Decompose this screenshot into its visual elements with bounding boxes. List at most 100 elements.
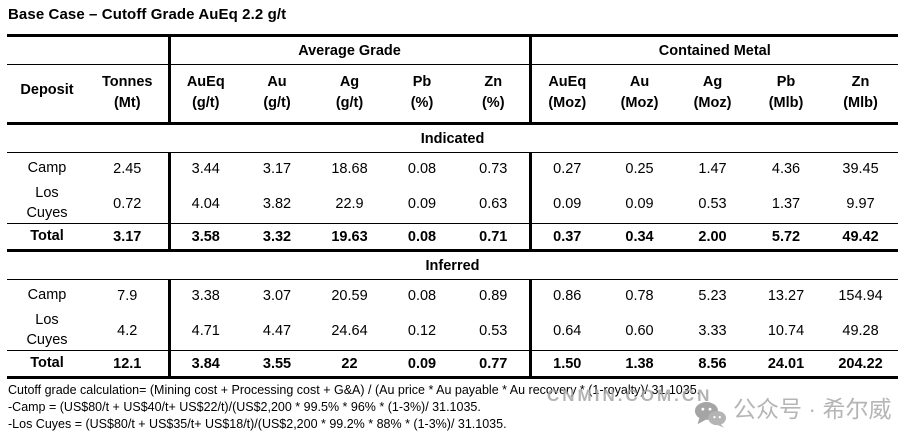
table-body: Indicated Camp 2.45 3.44 3.17 18.68 0.08 0.73 0.… — [7, 123, 899, 380]
value-cell: 0.71 — [458, 223, 531, 253]
value-cell: 3.17 — [262, 160, 292, 177]
value-cell: 24.01 — [749, 350, 824, 380]
value-cell: 4.47 — [262, 322, 292, 339]
section-band-inferred: Inferred — [7, 250, 899, 281]
footnotes: Cutoff grade calculation= (Mining cost +… — [7, 379, 898, 433]
col-header-pb-metal: Pb (Mlb) — [749, 64, 824, 125]
col-header-au-grade: Au (g/t) — [241, 64, 313, 125]
col-header-tonnes: Tonnes (Mt) — [87, 64, 169, 125]
page-title: Base Case – Cutoff Grade AuEq 2.2 g/t — [8, 6, 287, 23]
value-cell: 0.53 — [479, 322, 508, 339]
value-cell: 19.63 — [313, 223, 386, 253]
value-cell: 49.28 — [842, 322, 879, 339]
value-cell: 0.78 — [625, 287, 654, 304]
table-row-inferred-camp: Camp 7.9 3.38 3.07 20.59 0.08 0.89 0.86 0.78 5.23… — [7, 279, 898, 312]
value-cell: 1.47 — [698, 160, 727, 177]
value-cell: 18.68 — [331, 160, 368, 177]
value-cell: 0.27 — [528, 152, 604, 184]
value-cell: 0.63 — [479, 195, 508, 212]
value-cell: 0.09 — [386, 350, 458, 380]
value-cell: 20.59 — [331, 287, 368, 304]
value-cell: 3.44 — [167, 152, 241, 184]
deposit-cell: Los Cuyes — [26, 185, 68, 221]
value-cell: 154.94 — [838, 287, 883, 304]
value-cell: 0.73 — [479, 160, 508, 177]
value-cell: 0.60 — [625, 322, 654, 339]
value-cell: 3.82 — [262, 195, 292, 212]
col-header-zn-grade: Zn (%) — [458, 64, 531, 125]
value-cell: 4.36 — [771, 160, 801, 177]
value-cell: 10.74 — [767, 322, 805, 339]
value-cell: 3.33 — [698, 322, 727, 339]
group-header-spacer — [7, 35, 169, 65]
table-row-inferred-los-cuyes: Los Cuyes 4.2 4.71 4.47 24.64 0.12 0.53 0.64 0.6… — [7, 311, 898, 351]
value-cell: 0.64 — [528, 311, 604, 351]
value-cell: 3.55 — [241, 350, 313, 380]
value-cell: 3.17 — [87, 223, 169, 253]
col-header-pb-grade: Pb (%) — [386, 64, 458, 125]
footnote-los-cuyes-formula: -Los Cuyes = (US$80/t + US$35/t+ US$18/t… — [8, 417, 507, 432]
value-cell: 4.2 — [117, 322, 138, 339]
value-cell: 1.50 — [528, 350, 604, 380]
value-cell: 5.72 — [749, 223, 824, 253]
value-cell: 0.08 — [386, 223, 458, 253]
value-cell: 0.34 — [603, 223, 677, 253]
value-cell: 3.07 — [262, 287, 292, 304]
resource-table: Average Grade Contained Metal Deposit To… — [7, 34, 899, 380]
value-cell: 0.09 — [407, 195, 437, 212]
col-header-ag-grade: Ag (g/t) — [313, 64, 386, 125]
col-header-aueq-metal: AuEq (Moz) — [528, 64, 604, 125]
wechat-icon — [694, 402, 726, 428]
col-header-au-metal: Au (Moz) — [603, 64, 677, 125]
value-cell: 0.72 — [113, 195, 142, 212]
col-header-aueq-grade: AuEq (g/t) — [167, 64, 241, 125]
deposit-cell: Total — [7, 350, 87, 380]
value-cell: 0.77 — [458, 350, 531, 380]
value-cell: 0.09 — [528, 184, 604, 224]
value-cell: 0.89 — [479, 287, 508, 304]
footnote-camp-formula: -Camp = (US$80/t + US$40/t+ US$22/t)/(US… — [8, 400, 481, 415]
value-cell: 3.58 — [167, 223, 241, 253]
value-cell: 3.32 — [241, 223, 313, 253]
value-cell: 39.45 — [842, 160, 879, 177]
column-header-row: Deposit Tonnes (Mt) AuEq (g/t) Au (g/t) Ag(… — [7, 64, 899, 125]
value-cell: 0.08 — [407, 287, 437, 304]
value-cell: 2.45 — [113, 160, 142, 177]
section-label: Indicated — [7, 123, 899, 153]
watermark-account-text: 公众号 · 希尔威 — [733, 396, 892, 422]
value-cell: 9.97 — [846, 195, 875, 212]
value-cell: 0.53 — [698, 195, 727, 212]
value-cell: 0.25 — [625, 160, 654, 177]
table-row-indicated-total: Total 3.17 3.58 3.32 19.63 0.08 0.71 0.37 0.34 2.… — [7, 223, 899, 253]
col-header-zn-metal: Zn (Mlb) — [823, 64, 899, 125]
watermark-site-text: CNMIN.COM.CN — [547, 386, 713, 405]
report-page: Base Case – Cutoff Grade AuEq 2.2 g/t Av… — [7, 6, 899, 433]
value-cell: 22 — [313, 350, 386, 380]
value-cell: 12.1 — [87, 350, 169, 380]
section-label: Inferred — [7, 250, 899, 281]
value-cell: 5.23 — [698, 287, 727, 304]
value-cell: 3.38 — [167, 279, 241, 312]
value-cell: 1.38 — [603, 350, 677, 380]
value-cell: 4.71 — [167, 311, 241, 351]
footnote-cutoff-formula: Cutoff grade calculation= (Mining cost +… — [8, 383, 701, 398]
deposit-cell: Camp — [27, 159, 67, 176]
value-cell: 7.9 — [117, 287, 138, 304]
value-cell: 8.56 — [676, 350, 750, 380]
group-header-contained-metal: Contained Metal — [528, 35, 899, 65]
table-row-indicated-los-cuyes: Los Cuyes 0.72 4.04 3.82 22.9 0.09 0.63 0.09 0.0… — [7, 184, 898, 224]
section-band-indicated: Indicated — [7, 123, 899, 153]
col-header-ag-metal: Ag (Moz) — [676, 64, 750, 125]
table-row-inferred-total: Total 12.1 3.84 3.55 22 0.09 0.77 1.50 1.38 8.56 2… — [7, 350, 899, 380]
value-cell: 4.04 — [167, 184, 241, 224]
value-cell: 204.22 — [823, 350, 899, 380]
deposit-cell: Total — [7, 223, 87, 253]
value-cell: 0.37 — [528, 223, 604, 253]
group-header-row: Average Grade Contained Metal — [7, 35, 899, 65]
value-cell: 49.42 — [823, 223, 899, 253]
group-header-average-grade: Average Grade — [167, 35, 531, 65]
deposit-cell: Los Cuyes — [26, 312, 68, 348]
deposit-cell: Camp — [27, 286, 67, 303]
value-cell: 13.27 — [767, 287, 805, 304]
table-row-indicated-camp: Camp 2.45 3.44 3.17 18.68 0.08 0.73 0.27 0.25 1.4… — [7, 152, 898, 184]
